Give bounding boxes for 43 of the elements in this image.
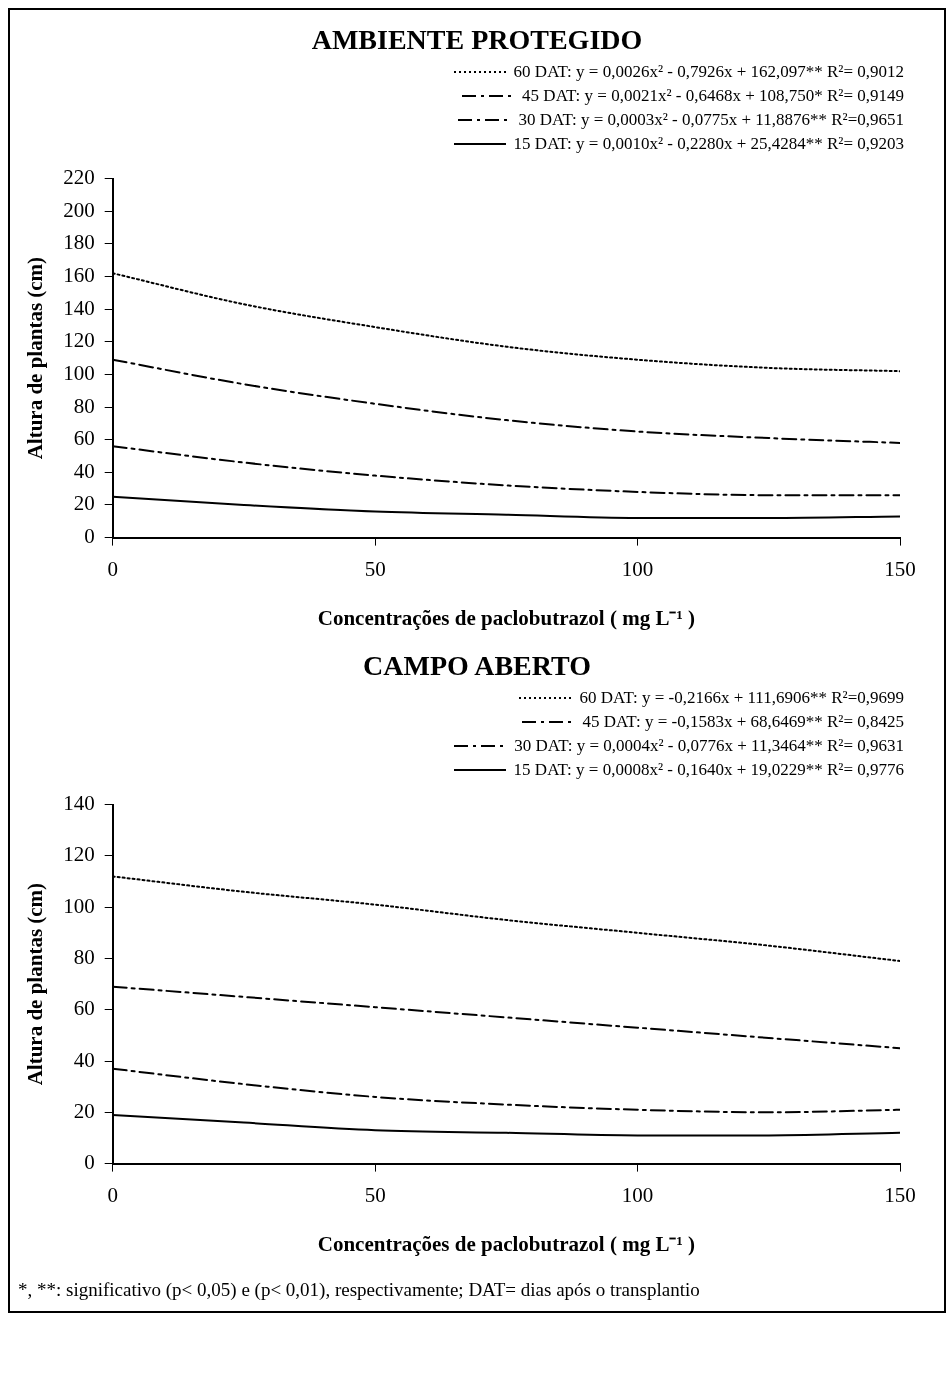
y-tick-label: 40 bbox=[73, 1047, 95, 1072]
x-tick-label: 150 bbox=[884, 556, 916, 581]
x-tick-label: 0 bbox=[107, 556, 118, 581]
legend-label: 15 DAT: y = 0,0008x² - 0,1640x + 19,0229** R²= 0,9776 bbox=[513, 759, 904, 781]
y-tick-label: 140 bbox=[63, 295, 95, 320]
y-tick-label: 80 bbox=[73, 393, 95, 418]
y-tick-label: 160 bbox=[63, 263, 95, 288]
chart-title: AMBIENTE PROTEGIDO bbox=[310, 24, 644, 56]
y-tick-label: 220 bbox=[63, 165, 95, 190]
x-axis-title: Concentrações de paclobutrazol ( mg L⁻¹ ) bbox=[317, 605, 695, 630]
y-tick-label: 120 bbox=[63, 842, 95, 867]
legend-label: 45 DAT: y = 0,0021x² - 0,6468x + 108,750* R²= 0,9149 bbox=[522, 85, 904, 107]
y-tick-label: 120 bbox=[63, 328, 95, 353]
y-tick-label: 100 bbox=[63, 893, 95, 918]
y-tick-label: 40 bbox=[73, 458, 95, 483]
y-tick-label: 60 bbox=[73, 996, 95, 1021]
legend-label: 45 DAT: y = -0,1583x + 68,6469** R²= 0,8425 bbox=[582, 711, 904, 733]
y-tick-label: 60 bbox=[73, 426, 95, 451]
y-tick-label: 20 bbox=[73, 1098, 95, 1123]
x-tick-label: 50 bbox=[364, 1182, 386, 1207]
y-tick-label: 100 bbox=[63, 360, 95, 385]
x-tick-label: 0 bbox=[107, 1182, 118, 1207]
x-axis-title: Concentrações de paclobutrazol ( mg L⁻¹ ) bbox=[317, 1231, 695, 1256]
x-tick-label: 100 bbox=[621, 556, 654, 581]
y-tick-label: 20 bbox=[73, 491, 95, 516]
y-tick-label: 180 bbox=[63, 230, 95, 255]
x-tick-label: 150 bbox=[884, 1182, 916, 1207]
legend-label: 60 DAT: y = 0,0026x² - 0,7926x + 162,097** R²= 0,9012 bbox=[513, 61, 904, 83]
text: *, **: significativo (p< 0,05) e (p< 0,01), respectivamente; DAT= dias após o transplantio bbox=[18, 1278, 701, 1302]
legend-label: 60 DAT: y = -0,2166x + 111,6906** R²=0,9699 bbox=[579, 687, 904, 709]
legend-label: 30 DAT: y = 0,0004x² - 0,0776x + 11,3464** R²= 0,9631 bbox=[514, 735, 904, 757]
y-tick-label: 80 bbox=[73, 944, 95, 969]
chart-title: CAMPO ABERTO bbox=[362, 650, 592, 682]
y-tick-label: 140 bbox=[63, 791, 95, 816]
y-tick-label: 200 bbox=[63, 197, 95, 222]
legend-label: 15 DAT: y = 0,0010x² - 0,2280x + 25,4284** R²= 0,9203 bbox=[513, 133, 904, 155]
legend-label: 30 DAT: y = 0,0003x² - 0,0775x + 11,8876** R²=0,9651 bbox=[518, 109, 904, 131]
x-tick-label: 50 bbox=[364, 556, 386, 581]
x-tick-label: 100 bbox=[621, 1182, 654, 1207]
y-axis-title: Altura de plantas (cm) bbox=[23, 882, 48, 1086]
y-tick-label: 0 bbox=[84, 524, 95, 549]
y-axis-title: Altura de plantas (cm) bbox=[23, 256, 48, 460]
y-tick-label: 0 bbox=[84, 1150, 95, 1175]
